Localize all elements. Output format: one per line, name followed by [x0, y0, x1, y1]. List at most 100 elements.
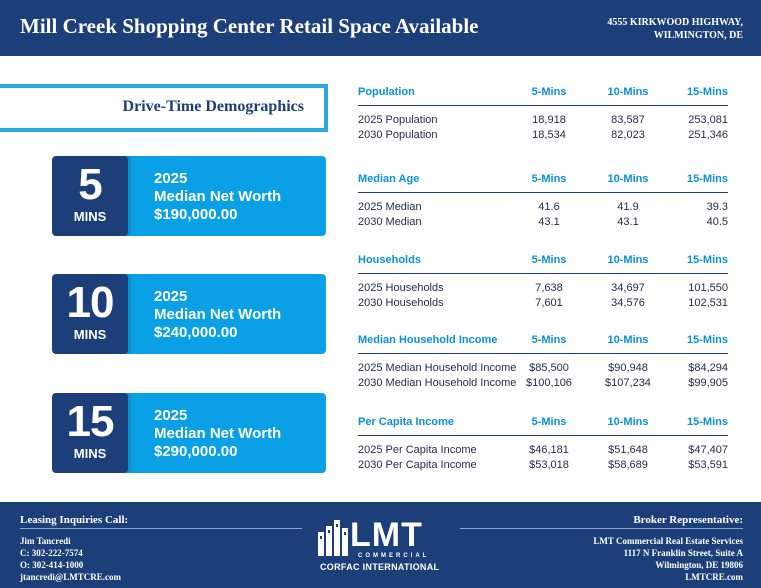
cell-15: 40.5: [706, 216, 728, 228]
cell-10: 83,587: [611, 114, 645, 126]
footer-divider: [20, 528, 302, 529]
row-label: 2025 Median: [358, 201, 422, 213]
contact-name: Jim Tancredi: [20, 536, 71, 546]
col-header-5: 5-Mins: [531, 173, 567, 185]
row-label: 2025 Population: [358, 114, 438, 126]
broker-city: Wilmington, DE 19806: [655, 560, 743, 570]
col-header-5: 5-Mins: [531, 416, 567, 428]
table-title: Median Household Income: [358, 334, 498, 346]
broker-company: LMT Commercial Real Estate Services: [593, 536, 743, 546]
card-unit: MINS: [73, 209, 107, 224]
table-title: Median Age: [358, 173, 420, 185]
table-body: 2025 Per Capita Income $46,181 $51,648 $…: [358, 444, 728, 474]
row-label: 2030 Median Household Income: [358, 377, 517, 389]
card-badge: 5 MINS: [52, 156, 128, 236]
table-divider: [358, 192, 728, 193]
card-unit: MINS: [73, 327, 107, 342]
card-label: Median Net Worth: [154, 188, 282, 205]
cell-15: 101,550: [688, 282, 728, 294]
cell-10: 43.1: [617, 216, 639, 228]
card-year: 2025: [154, 170, 188, 187]
broker-title: Broker Representative:: [633, 514, 743, 526]
col-header-15: 15-Mins: [687, 254, 728, 266]
table-divider: [358, 353, 728, 354]
cell-5: $85,500: [529, 362, 569, 374]
cell-15: 39.3: [706, 201, 728, 213]
broker-website[interactable]: LMTCRE.com: [685, 572, 743, 582]
table-row: 2030 Population 18,534 82,023 251,346: [358, 129, 728, 144]
address-line-1: 4555 KIRKWOOD HIGHWAY,: [607, 17, 743, 28]
col-header-15: 15-Mins: [687, 173, 728, 185]
table-row: 2030 Households 7,601 34,576 102,531: [358, 297, 728, 312]
cell-15: $47,407: [688, 444, 728, 456]
net-worth-card-5: 5 MINS 2025 Median Net Worth $190,000.00: [52, 156, 326, 236]
cell-5: $100,106: [526, 377, 572, 389]
median-age-table: Median Age 5-Mins 10-Mins 15-Mins 2025 M…: [358, 173, 728, 228]
row-label: 2030 Median: [358, 216, 422, 228]
row-label: 2030 Population: [358, 129, 438, 141]
row-label: 2030 Households: [358, 297, 444, 309]
table-body: 2025 Median 41.6 41.9 39.3 2030 Median 4…: [358, 201, 728, 231]
page-title: Mill Creek Shopping Center Retail Space …: [20, 14, 479, 38]
col-header-15: 15-Mins: [687, 416, 728, 428]
table-body: 2025 Households 7,638 34,697 101,550 203…: [358, 282, 728, 312]
col-header-5: 5-Mins: [531, 86, 567, 98]
card-text: 2025 Median Net Worth $240,000.00: [154, 288, 281, 342]
table-header: Median Household Income 5-Mins 10-Mins 1…: [358, 334, 728, 352]
contact-office: O: 302-414-1000: [20, 560, 84, 570]
lmt-logo: LMT COMMERCIAL CORFAC INTERNATIONAL: [316, 516, 446, 576]
table-row: 2025 Population 18,918 83,587 253,081: [358, 114, 728, 129]
leasing-title: Leasing Inquiries Call:: [20, 514, 129, 526]
table-title: Per Capita Income: [358, 416, 454, 428]
cell-15: 251,346: [688, 129, 728, 141]
cell-5: 7,601: [535, 297, 563, 309]
table-header: Population 5-Mins 10-Mins 15-Mins: [358, 86, 728, 104]
cell-15: 102,531: [688, 297, 728, 309]
col-header-10: 10-Mins: [607, 254, 649, 266]
row-label: 2025 Per Capita Income: [358, 444, 477, 456]
building-icon: [318, 520, 348, 556]
population-table: Population 5-Mins 10-Mins 15-Mins 2025 P…: [358, 86, 728, 141]
table-row: 2025 Median 41.6 41.9 39.3: [358, 201, 728, 216]
table-title: Households: [358, 254, 421, 266]
contact-email[interactable]: jtancredi@LMTCRE.com: [20, 572, 121, 582]
row-label: 2025 Median Household Income: [358, 362, 517, 374]
table-title: Population: [358, 86, 415, 98]
table-row: 2030 Median Household Income $100,106 $1…: [358, 377, 728, 392]
card-panel: [112, 156, 326, 236]
row-label: 2025 Households: [358, 282, 444, 294]
broker-street: 1117 N Franklin Street, Suite A: [623, 548, 743, 558]
leasing-contact: Jim Tancredi C: 302-222-7574 O: 302-414-…: [20, 535, 121, 583]
cell-10: $90,948: [608, 362, 648, 374]
per-capita-income-table: Per Capita Income 5-Mins 10-Mins 15-Mins…: [358, 416, 728, 471]
table-divider: [358, 105, 728, 106]
footer-bar: Leasing Inquiries Call: Jim Tancredi C: …: [0, 502, 761, 588]
cell-5: 18,918: [532, 114, 566, 126]
col-header-15: 15-Mins: [687, 86, 728, 98]
header-bar: Mill Creek Shopping Center Retail Space …: [0, 0, 761, 56]
cell-10: 34,576: [611, 297, 645, 309]
table-body: 2025 Median Household Income $85,500 $90…: [358, 362, 728, 392]
broker-contact: LMT Commercial Real Estate Services 1117…: [593, 535, 743, 583]
card-badge: 15 MINS: [52, 393, 128, 473]
col-header-5: 5-Mins: [531, 254, 567, 266]
property-address: 4555 KIRKWOOD HIGHWAY, WILMINGTON, DE: [607, 16, 743, 42]
card-panel: [112, 274, 326, 354]
cell-15: $99,905: [688, 377, 728, 389]
table-body: 2025 Population 18,918 83,587 253,081 20…: [358, 114, 728, 144]
card-minutes: 10: [66, 278, 115, 327]
cell-5: $46,181: [529, 444, 569, 456]
col-header-10: 10-Mins: [607, 334, 649, 346]
table-divider: [358, 273, 728, 274]
households-table: Households 5-Mins 10-Mins 15-Mins 2025 H…: [358, 254, 728, 309]
address-line-2: WILMINGTON, DE: [653, 30, 743, 41]
cell-5: 18,534: [532, 129, 566, 141]
table-row: 2025 Households 7,638 34,697 101,550: [358, 282, 728, 297]
card-badge: 10 MINS: [52, 274, 128, 354]
card-panel: [112, 393, 326, 473]
row-label: 2030 Per Capita Income: [358, 459, 477, 471]
logo-subtitle: COMMERCIAL: [358, 553, 430, 559]
cell-10: 34,697: [611, 282, 645, 294]
cell-10: 82,023: [611, 129, 645, 141]
logo-wordmark: LMT: [350, 516, 423, 554]
